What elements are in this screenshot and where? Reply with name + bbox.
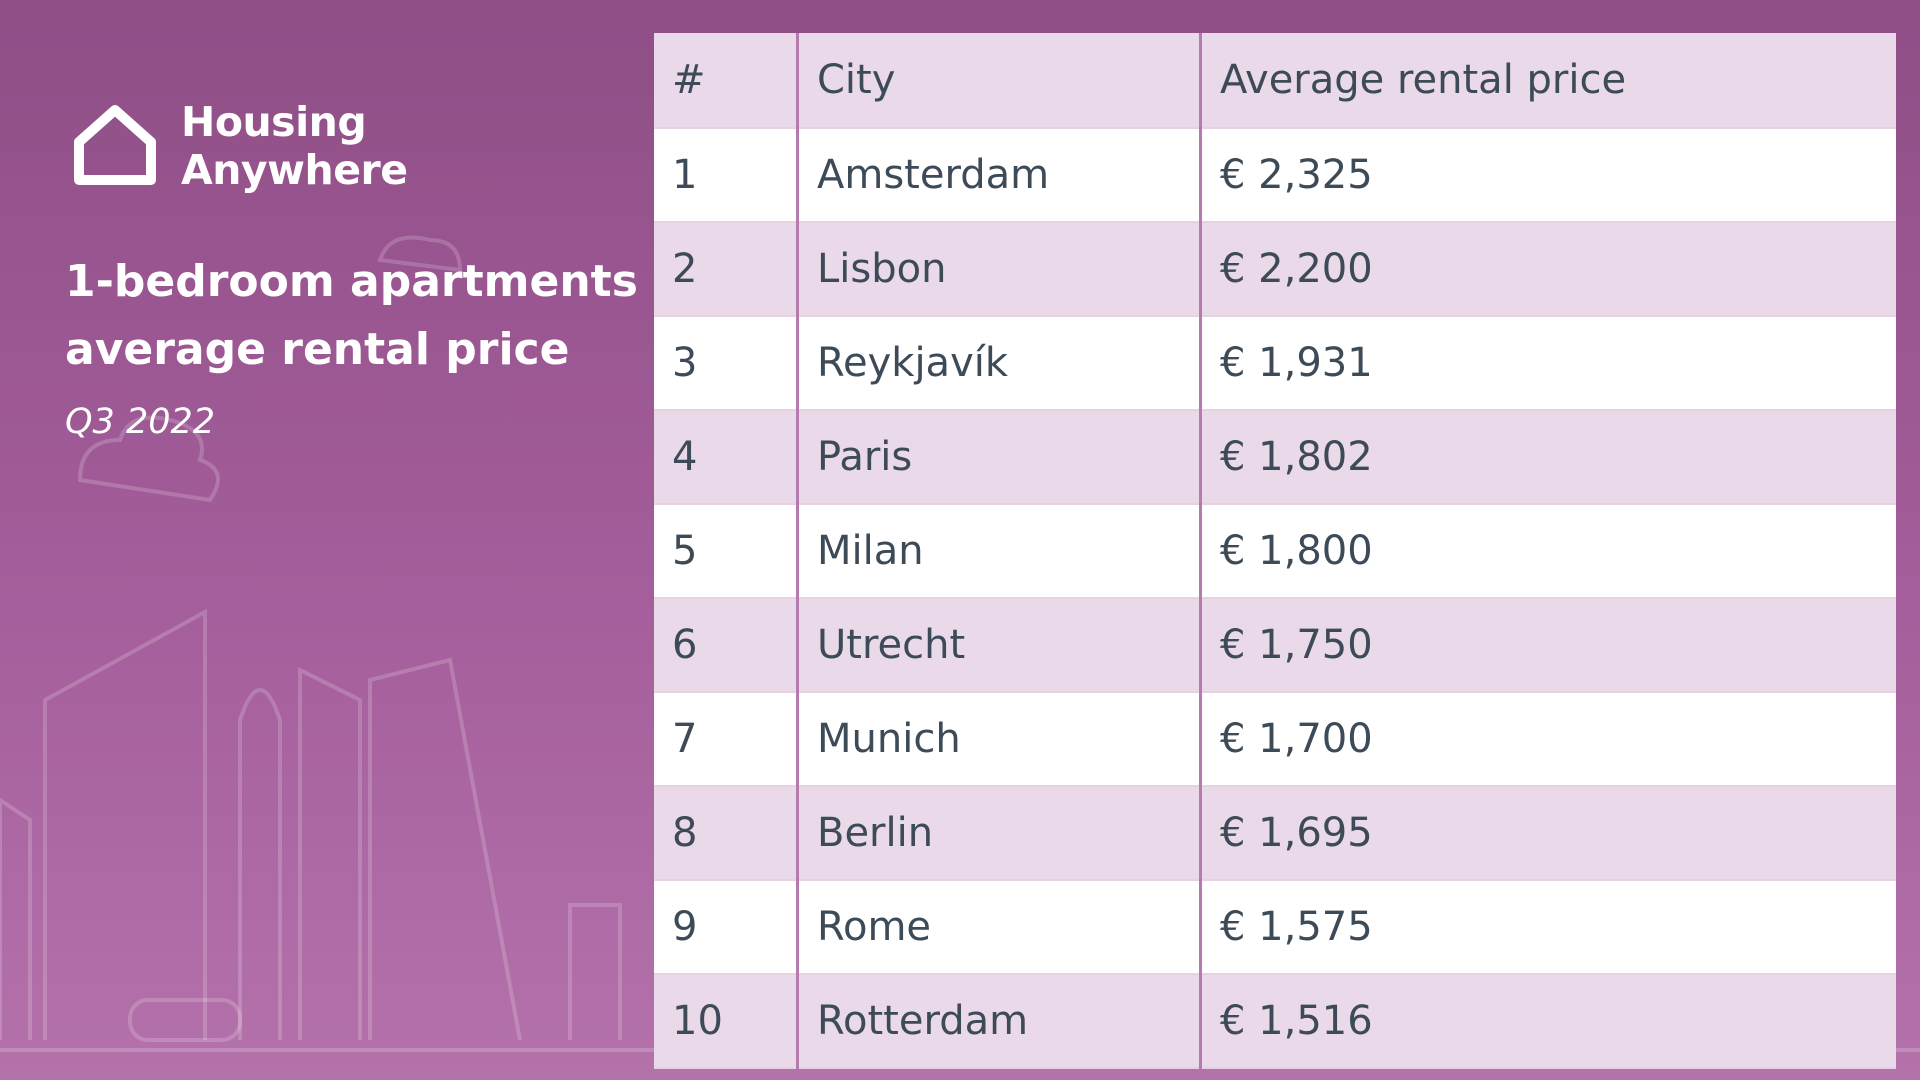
table-cell: Rotterdam — [797, 974, 1202, 1069]
rental-table: # City Average rental price 1 Amsterdam € 2,3… — [654, 33, 1896, 1069]
table-row: 2 Lisbon € 2,200 — [654, 222, 1896, 317]
logo-line: Housing — [181, 98, 367, 146]
table-row: 9 Rome € 1,575 — [654, 880, 1896, 975]
table-row: 5 Milan € 1,800 — [654, 504, 1896, 599]
table-cell: Berlin — [797, 786, 1202, 881]
table-row: 1 Amsterdam € 2,325 — [654, 128, 1896, 223]
table-cell: 10 — [654, 974, 799, 1069]
table-cell: 1 — [654, 128, 799, 223]
subtitle: Q3 2022 — [65, 402, 216, 442]
table-cell: € 1,931 — [1200, 316, 1896, 411]
table-cell: 7 — [654, 692, 799, 787]
table-row: 7 Munich € 1,700 — [654, 692, 1896, 787]
table-cell: Amsterdam — [797, 128, 1202, 223]
table-cell: Munich — [797, 692, 1202, 787]
table-cell: € 1,750 — [1200, 598, 1896, 693]
title-line: 1-bedroom apartments — [65, 256, 638, 307]
table-cell: 8 — [654, 786, 799, 881]
table-row: 3 Reykjavík € 1,931 — [654, 316, 1896, 411]
table-row: 6 Utrecht € 1,750 — [654, 598, 1896, 693]
table-cell: € 2,325 — [1200, 128, 1896, 223]
logo-line: Anywhere — [181, 146, 408, 194]
table-cell: € 1,516 — [1200, 974, 1896, 1069]
table-cell: 6 — [654, 598, 799, 693]
header-cell: Average rental price — [1200, 33, 1896, 129]
table-row: 8 Berlin € 1,695 — [654, 786, 1896, 881]
header-cell: City — [797, 33, 1202, 129]
table-row: 10 Rotterdam € 1,516 — [654, 974, 1896, 1069]
table-cell: Paris — [797, 410, 1202, 505]
header-cell: # — [654, 33, 799, 129]
table-cell: Lisbon — [797, 222, 1202, 317]
table-cell: € 1,695 — [1200, 786, 1896, 881]
table-cell: Utrecht — [797, 598, 1202, 693]
title: 1-bedroom apartments average rental pric… — [65, 248, 638, 384]
logo: Housing Anywhere — [71, 98, 408, 194]
table-cell: 9 — [654, 880, 799, 975]
table-cell: 4 — [654, 410, 799, 505]
table-cell: Rome — [797, 880, 1202, 975]
logo-house-icon — [74, 105, 156, 185]
table-cell: 5 — [654, 504, 799, 599]
logo-text: Housing Anywhere — [181, 98, 408, 194]
table-cell: 2 — [654, 222, 799, 317]
table-cell: 3 — [654, 316, 799, 411]
table-cell: € 1,802 — [1200, 410, 1896, 505]
table-cell: € 1,700 — [1200, 692, 1896, 787]
header-row: # City Average rental price — [654, 33, 1896, 129]
table-cell: Milan — [797, 504, 1202, 599]
table-cell: € 1,575 — [1200, 880, 1896, 975]
table-cell: Reykjavík — [797, 316, 1202, 411]
table-cell: € 1,800 — [1200, 504, 1896, 599]
table-cell: € 2,200 — [1200, 222, 1896, 317]
title-line: average rental price — [65, 324, 570, 375]
table-row: 4 Paris € 1,802 — [654, 410, 1896, 505]
